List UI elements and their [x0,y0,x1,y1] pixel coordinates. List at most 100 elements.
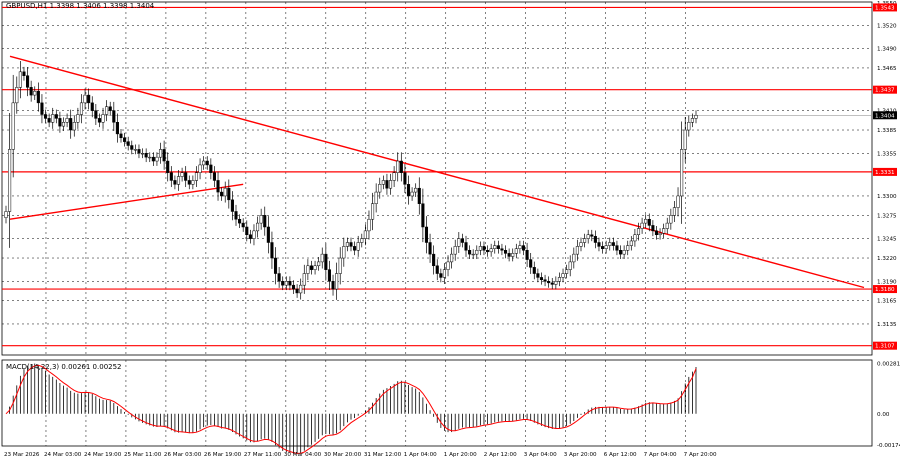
current-price-tag [873,111,897,120]
candle-body [33,90,37,96]
candle-body [342,246,346,259]
candle-body [503,250,508,254]
candle-body [291,284,296,290]
candle-body [133,149,137,151]
candle-body [363,230,367,239]
time-tick-label: 6 Apr 12:00 [604,452,637,458]
candle-body [345,242,349,247]
price-tick-label: 1.3465 [877,66,897,72]
candle-body [248,234,252,239]
candle-body [378,184,382,193]
candle-body [69,118,73,131]
candle-body [4,211,8,218]
candle-body [187,180,191,185]
candle-body [216,180,220,193]
candle-body [626,245,630,251]
candle-body [306,265,310,274]
candle-body [622,250,626,255]
candle-body [26,75,30,88]
candle-body [327,269,331,282]
candle-body [302,273,306,286]
candle-body [669,215,673,224]
price-panel-border [1,1,873,356]
candle-body [435,265,439,274]
time-tick-label: 26 Mar 19:00 [204,452,242,458]
candle-body [173,180,177,185]
level-price-tag [873,285,897,294]
candle-body [647,218,651,226]
candle-body [608,242,612,246]
candle-body [547,281,551,284]
level-price-tag [873,341,897,350]
candle-body [356,242,360,251]
candle-body [83,94,87,104]
candle-body [676,195,680,208]
candle-body [518,245,522,249]
level-price-tag [873,3,897,12]
time-tick-label: 27 Mar 11:00 [244,452,282,458]
candle-body [381,180,385,185]
candle-body [460,238,464,243]
candle-body [119,133,123,139]
candle-body [601,246,605,249]
candle-body [424,226,429,243]
candle-body [97,118,101,123]
candle-body [90,102,94,111]
candle-body [464,242,468,251]
candle-body [223,187,227,197]
candle-body [575,246,579,255]
candle-body [72,122,76,131]
candle-body [665,222,669,229]
macd-tick-label: -0.00174 [877,443,900,449]
candle-body [550,282,554,285]
candle-body [309,265,314,270]
candle-body [521,245,526,251]
candle-body [137,149,141,154]
price-tick-label: 1.3245 [877,237,897,243]
candle-body [259,215,263,224]
candle-body [360,238,364,243]
candle-body [421,203,425,228]
candle-body [486,250,490,253]
candle-body [403,172,407,185]
candle-body [694,115,698,119]
candle-body [61,122,66,127]
candle-body [579,242,583,247]
candle-body [428,242,432,255]
macd-indicator-label: MACD(14,22,3) 0.00261 0.00252 [6,363,122,371]
candle-body [593,236,597,243]
candle-body [662,228,666,234]
candle-body [148,156,152,159]
candle-body [76,114,80,123]
candle-body [123,137,127,142]
level-price-tag-label: 1.3437 [875,88,895,94]
candle-body [36,90,40,104]
time-tick-label: 1 Apr 04:00 [404,452,437,458]
candle-body [493,245,497,249]
price-tick-label: 1.3300 [877,194,897,200]
candle-body [446,261,450,270]
macd-signal-line [5,364,697,454]
candle-body [43,114,48,119]
candle-body [8,149,12,212]
candle-body [313,265,317,270]
time-tick-label: 3 Apr 04:00 [524,452,557,458]
candle-body [468,250,472,255]
candle-body [238,218,242,224]
candle-body [439,273,443,278]
time-tick-label: 25 Mar 11:00 [124,452,162,458]
candle-body [162,149,166,162]
candle-body [633,234,637,242]
candle-body [680,149,684,197]
candle-body [532,267,536,274]
candle-body [417,187,421,204]
candle-body [690,118,694,123]
candle-body [687,122,691,131]
time-tick-label: 26 Mar 03:00 [164,452,202,458]
candle-body [94,110,98,119]
candle-body [385,180,389,189]
candle-body [543,279,547,282]
candle-body [432,253,436,267]
